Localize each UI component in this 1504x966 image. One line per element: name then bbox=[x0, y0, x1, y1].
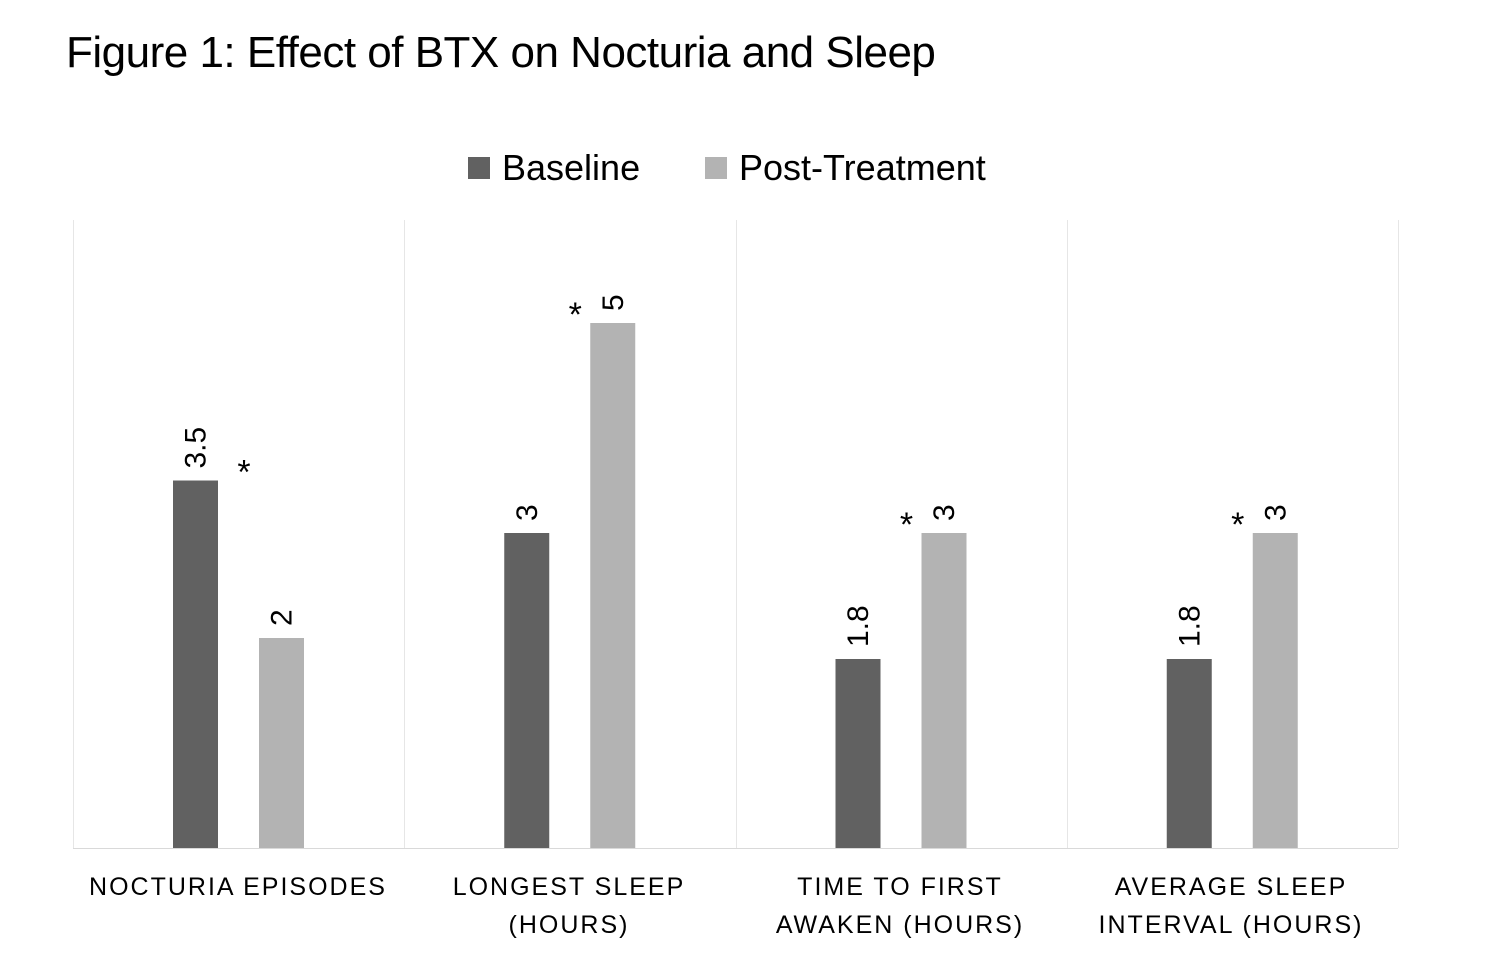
legend-label-post-treatment: Post-Treatment bbox=[739, 147, 986, 188]
category-label-average-sleep-interval: AVERAGE SLEEP INTERVAL (HOURS) bbox=[1098, 873, 1364, 939]
data-label: 3 bbox=[1259, 504, 1292, 521]
data-label: 3.5 bbox=[180, 427, 213, 469]
legend-swatch-post-treatment bbox=[705, 157, 727, 179]
data-label: 3 bbox=[511, 504, 544, 521]
bar-post-treatment bbox=[590, 323, 636, 848]
significance-asterisk: * bbox=[569, 296, 582, 334]
legend-item-baseline: Baseline bbox=[468, 144, 640, 192]
bar-baseline bbox=[835, 659, 881, 848]
bar-baseline bbox=[173, 480, 218, 848]
significance-asterisk: * bbox=[1231, 506, 1244, 544]
legend-swatch-baseline bbox=[468, 157, 490, 179]
bar-post-treatment bbox=[259, 638, 304, 848]
chart-title: Figure 1: Effect of BTX on Nocturia and … bbox=[66, 28, 936, 77]
significance-asterisk: * bbox=[237, 454, 250, 492]
data-label: 2 bbox=[266, 609, 299, 626]
category-label-time-to-first-awaken: TIME TO FIRST AWAKEN (HOURS) bbox=[775, 873, 1025, 939]
data-label: 1.8 bbox=[1173, 605, 1206, 647]
legend-item-post-treatment: Post-Treatment bbox=[705, 144, 986, 192]
chart-legend: Baseline Post-Treatment bbox=[0, 144, 1504, 192]
category-label-nocturia-episodes: NOCTURIA EPISODES bbox=[89, 873, 387, 901]
data-label: 5 bbox=[597, 294, 630, 311]
bar-baseline bbox=[504, 533, 550, 848]
category-label-longest-sleep: LONGEST SLEEP (HOURS) bbox=[452, 873, 686, 939]
bar-baseline bbox=[1166, 659, 1212, 848]
data-label: 1.8 bbox=[842, 605, 875, 647]
legend-label-baseline: Baseline bbox=[502, 147, 641, 188]
bar-post-treatment bbox=[1252, 533, 1298, 848]
bar-post-treatment bbox=[921, 533, 967, 848]
data-label: 3 bbox=[928, 504, 961, 521]
significance-asterisk: * bbox=[900, 506, 913, 544]
